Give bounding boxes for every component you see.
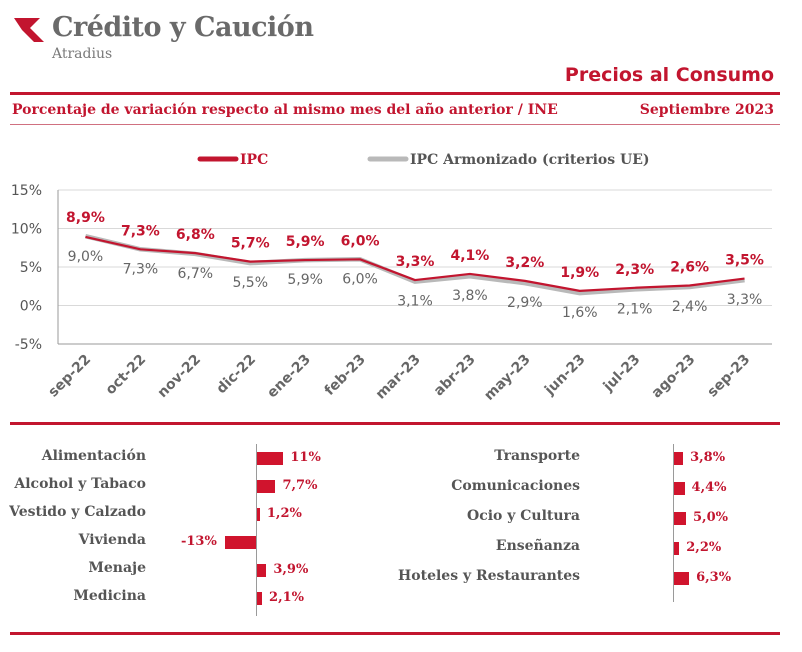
right-category-label: Enseñanza xyxy=(495,538,580,554)
data-label: 7,3% xyxy=(121,223,160,239)
data-label: 6,0% xyxy=(341,233,380,249)
right-category-label: Hoteles y Restaurantes xyxy=(398,568,580,584)
x-tick-label: mar-23 xyxy=(373,352,424,403)
brand-mark-icon xyxy=(14,18,44,42)
mid-rule xyxy=(10,422,780,425)
data-label: 2,3% xyxy=(615,262,654,278)
ipc-line-chart: 15% 10% 5% 0% -5% IPC IPC Armonizado (criterio… xyxy=(11,152,772,404)
left-bar-value: 2,1% xyxy=(269,590,305,605)
data-label: 5,7% xyxy=(231,236,270,252)
left-bar xyxy=(257,508,260,521)
left-bar-value: 1,2% xyxy=(266,506,302,521)
subtitle-rule xyxy=(10,124,780,125)
x-tick-label: feb-23 xyxy=(322,352,369,399)
right-bar xyxy=(674,542,680,555)
right-bar-value: 3,8% xyxy=(690,450,726,465)
right-category-label: Ocio y Cultura xyxy=(467,508,580,524)
page-title: Precios al Consumo xyxy=(564,64,774,86)
data-label: 6,8% xyxy=(176,227,215,243)
x-tick-label: nov-22 xyxy=(155,352,205,402)
data-label: 3,2% xyxy=(505,255,544,271)
data-label: 2,1% xyxy=(617,301,653,317)
y-tick-label: -5% xyxy=(15,337,42,353)
right-bar-value: 4,4% xyxy=(691,480,727,495)
data-label: 3,1% xyxy=(397,294,433,310)
x-tick-label: abr-23 xyxy=(431,352,479,400)
left-bar-axis xyxy=(256,444,257,616)
data-label: 4,1% xyxy=(451,248,490,264)
x-tick-label: may-23 xyxy=(481,352,533,404)
series-line-ipc xyxy=(85,235,745,292)
right-category-label: Comunicaciones xyxy=(451,478,580,494)
right-bar xyxy=(674,512,686,525)
data-label: 6,7% xyxy=(178,266,214,282)
left-bar xyxy=(257,564,267,577)
right-bar-value: 2,2% xyxy=(686,540,722,555)
data-label: 2,6% xyxy=(670,259,709,275)
data-label: 7,3% xyxy=(123,261,159,277)
y-tick-label: 0% xyxy=(20,299,42,315)
left-category-label: Vestido y Calzado xyxy=(9,504,146,520)
left-category-label: Medicina xyxy=(73,588,146,604)
right-bar xyxy=(674,452,684,465)
right-category-label: Transporte xyxy=(494,448,580,464)
right-bar xyxy=(674,572,690,585)
right-bar-value: 5,0% xyxy=(693,510,728,525)
top-rule xyxy=(10,92,780,95)
report-date: Septiembre 2023 xyxy=(639,102,774,118)
data-label: 1,6% xyxy=(562,305,598,321)
left-bar-value: -13% xyxy=(180,534,217,549)
x-tick-label: jun-23 xyxy=(541,352,588,399)
left-bar xyxy=(224,536,256,549)
left-category-label: Menaje xyxy=(88,560,146,576)
data-label: 2,9% xyxy=(507,295,543,311)
data-label: 8,9% xyxy=(66,210,105,226)
y-tick-label: 10% xyxy=(11,222,42,238)
right-bar-value: 6,3% xyxy=(696,570,732,585)
right-bar xyxy=(674,482,685,495)
brand-logo: Crédito y Caución Atradius xyxy=(8,6,314,74)
right-bar-axis xyxy=(673,444,674,602)
x-tick-label: jul-23 xyxy=(600,352,644,396)
y-tick-label: 5% xyxy=(20,260,42,276)
x-tick-label: ago-23 xyxy=(649,352,699,402)
data-label: 3,8% xyxy=(452,288,488,304)
data-label: 3,5% xyxy=(725,253,764,269)
left-bar xyxy=(257,452,284,465)
x-tick-label: sep-22 xyxy=(45,352,94,401)
data-label: 6,0% xyxy=(342,271,378,287)
brand-name: Crédito y Caución xyxy=(52,12,314,43)
legend-label: IPC Armonizado (criterios UE) xyxy=(410,152,650,168)
left-category-label: Vivienda xyxy=(78,532,146,548)
x-tick-label: dic-22 xyxy=(214,352,260,398)
data-label: 3,3% xyxy=(396,254,435,270)
left-bar-value: 11% xyxy=(290,450,321,465)
x-tick-label: oct-22 xyxy=(103,352,150,399)
brand-sub: Atradius xyxy=(52,46,113,62)
left-bar-value: 3,9% xyxy=(273,562,309,577)
y-tick-label: 15% xyxy=(11,183,42,199)
data-label: 9,0% xyxy=(68,249,104,265)
data-label: 5,5% xyxy=(232,275,268,291)
data-label: 5,9% xyxy=(287,272,323,288)
left-category-label: Alimentación xyxy=(41,448,146,464)
data-label: 2,4% xyxy=(672,299,708,315)
data-label: 5,9% xyxy=(286,234,325,250)
bottom-rule xyxy=(10,632,780,635)
legend-label: IPC xyxy=(240,152,268,168)
x-tick-label: sep-23 xyxy=(704,352,753,401)
chart-subtitle: Porcentaje de variación respecto al mism… xyxy=(12,102,558,118)
left-category-label: Alcohol y Tabaco xyxy=(14,476,146,492)
components-bar-chart: Alimentación 11% Alcohol y Tabaco 7,7% Vesti… xyxy=(0,440,802,620)
left-bar-value: 7,7% xyxy=(282,478,318,493)
left-bar xyxy=(257,480,276,493)
data-label: 3,3% xyxy=(727,292,763,308)
x-tick-label: ene-23 xyxy=(264,352,314,402)
left-bar xyxy=(257,592,263,605)
data-label: 1,9% xyxy=(560,265,599,281)
